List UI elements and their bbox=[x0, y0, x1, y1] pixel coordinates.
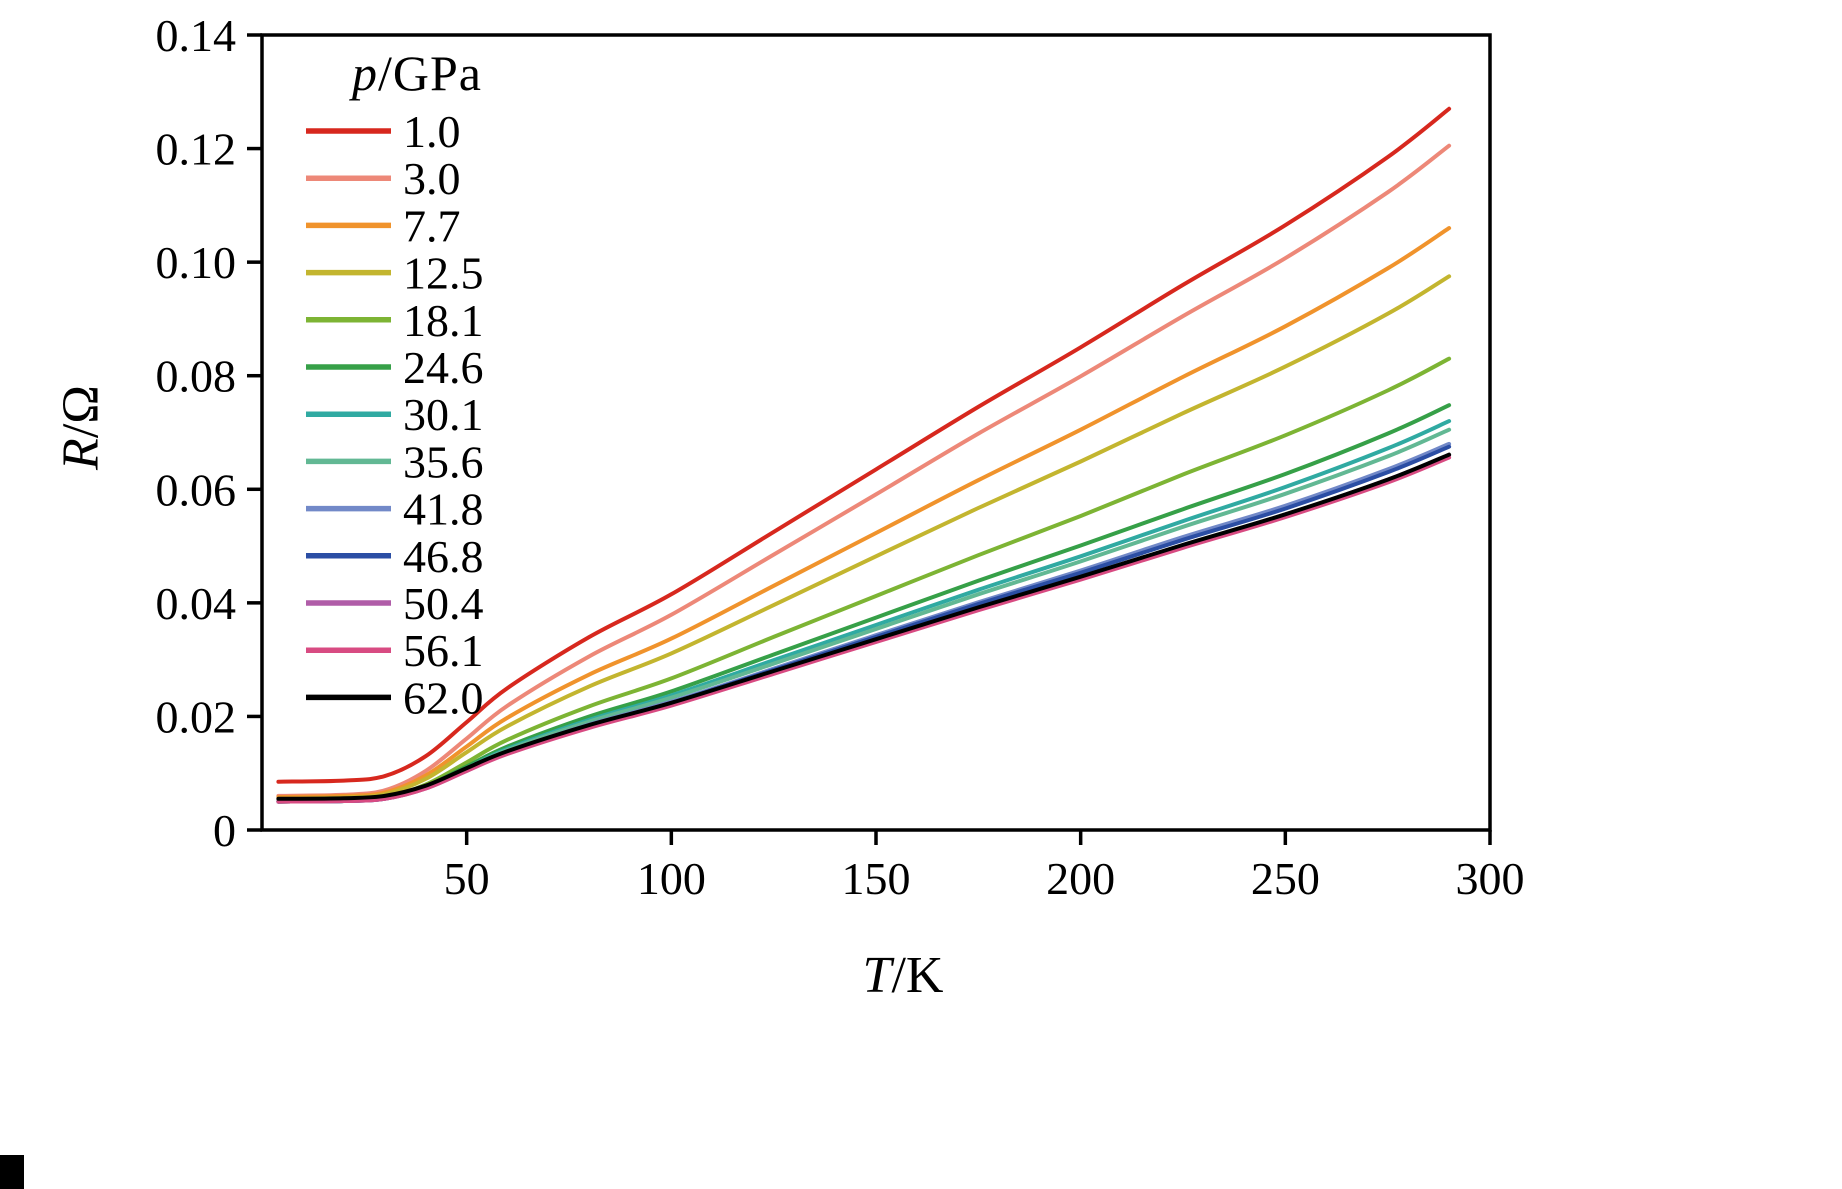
y-tick-label: 0.02 bbox=[156, 691, 237, 742]
legend-title-symbol: p bbox=[352, 45, 378, 101]
legend-title-unit: /GPa bbox=[378, 45, 482, 101]
y-axis-label: R/Ω bbox=[52, 343, 111, 513]
legend-label-7.7: 7.7 bbox=[403, 200, 461, 251]
legend-label-12.5: 12.5 bbox=[403, 248, 484, 299]
series-line-56.1 bbox=[276, 455, 1452, 804]
x-axis-label: T/K bbox=[793, 946, 1013, 1005]
x-axis-symbol: T bbox=[862, 947, 892, 1004]
x-tick-label: 200 bbox=[1046, 853, 1115, 904]
legend-label-56.1: 56.1 bbox=[403, 625, 484, 676]
legend-label-18.1: 18.1 bbox=[403, 295, 484, 346]
legend-label-3.0: 3.0 bbox=[403, 153, 461, 204]
y-tick-label: 0.08 bbox=[156, 351, 237, 402]
series-line-7.7 bbox=[276, 226, 1452, 800]
series-line-62.0 bbox=[276, 452, 1452, 801]
y-tick-label: 0.12 bbox=[156, 124, 237, 175]
legend-label-50.4: 50.4 bbox=[403, 578, 484, 629]
y-tick-label: 0.04 bbox=[156, 578, 237, 629]
series-line-3.0 bbox=[276, 143, 1452, 798]
legend-label-35.6: 35.6 bbox=[403, 436, 484, 487]
y-tick-label: 0.14 bbox=[156, 10, 237, 61]
y-tick-label: 0.06 bbox=[156, 464, 237, 515]
x-tick-label: 50 bbox=[444, 853, 490, 904]
series-line-1.0 bbox=[276, 106, 1452, 784]
y-tick-label: 0 bbox=[213, 805, 236, 856]
legend-label-62.0: 62.0 bbox=[403, 672, 484, 723]
legend-label-24.6: 24.6 bbox=[403, 342, 484, 393]
cropped-corner-mark bbox=[0, 1155, 24, 1189]
y-tick-label: 0.10 bbox=[156, 237, 237, 288]
legend-title: p/GPa bbox=[352, 44, 482, 102]
y-axis-unit: /Ω bbox=[52, 385, 110, 439]
x-tick-label: 250 bbox=[1251, 853, 1320, 904]
x-tick-label: 150 bbox=[842, 853, 911, 904]
y-axis-symbol: R bbox=[52, 438, 110, 470]
series-line-12.5 bbox=[276, 274, 1452, 801]
legend-label-46.8: 46.8 bbox=[403, 531, 484, 582]
legend-label-41.8: 41.8 bbox=[403, 484, 484, 535]
legend-label-1.0: 1.0 bbox=[403, 106, 461, 157]
x-tick-label: 300 bbox=[1456, 853, 1525, 904]
x-axis-unit: /K bbox=[891, 947, 944, 1004]
legend-label-30.1: 30.1 bbox=[403, 389, 484, 440]
x-tick-label: 100 bbox=[637, 853, 706, 904]
